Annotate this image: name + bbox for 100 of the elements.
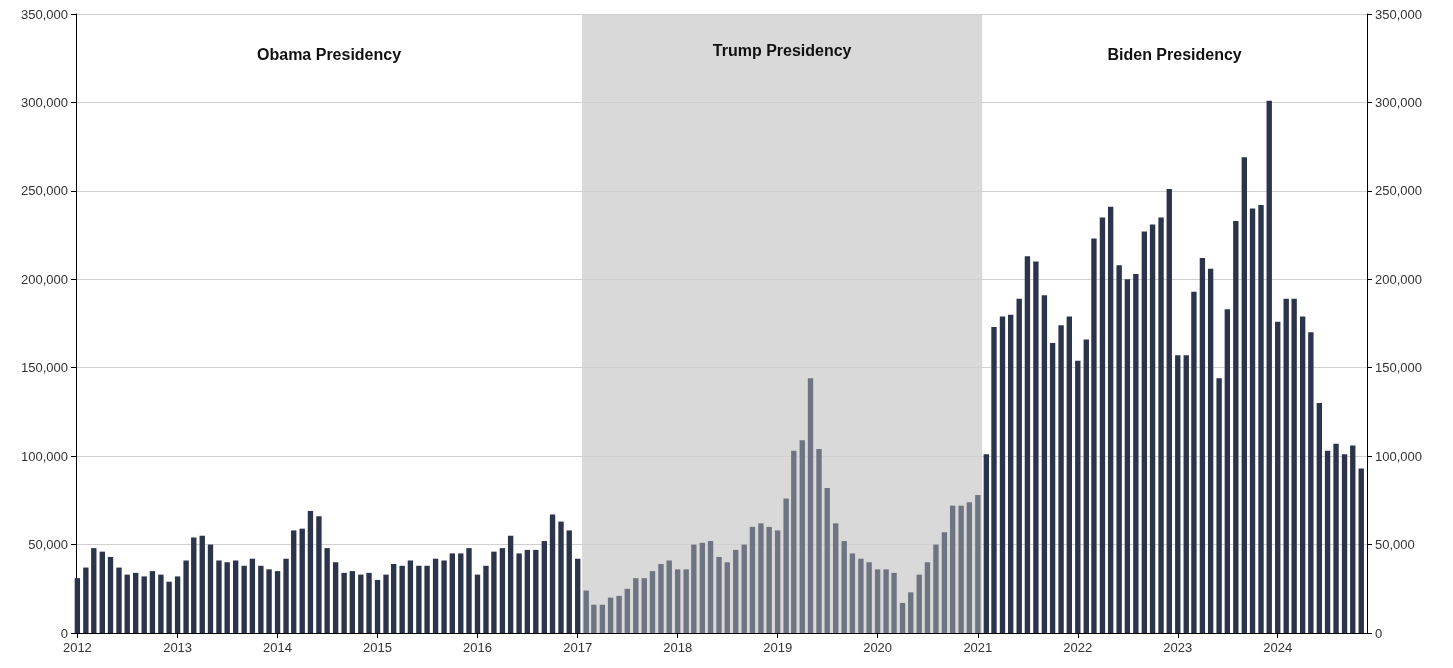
bar [107,556,114,633]
bar [299,528,305,633]
bar [166,581,172,633]
bar [116,567,122,633]
bar [399,565,405,633]
x-tick-label: 2022 [1063,640,1093,655]
bar [141,576,147,633]
bar [1299,316,1306,633]
annotation: Biden Presidency [1107,45,1242,63]
bar [591,604,597,633]
bar [207,544,214,633]
bar [1324,450,1331,633]
bar [999,316,1006,633]
bar [349,571,356,633]
bar [524,549,531,633]
bar [1266,100,1272,633]
bar [924,562,931,633]
bar [949,505,956,633]
x-tick-label: 2018 [663,640,693,655]
bar [216,560,222,633]
bar [324,548,330,633]
bar [407,560,414,633]
bar [1149,224,1156,633]
bar [958,505,964,633]
bar [499,548,506,633]
y-tick-label: 300,000 [21,94,68,110]
bar [1116,265,1122,633]
bar [133,572,139,633]
bar [558,521,564,633]
bar [658,564,664,633]
bar [707,541,714,633]
bar [224,562,230,633]
bar [1224,309,1231,633]
bar [307,510,314,633]
bar [1233,220,1239,633]
bar [516,553,522,633]
bar [774,530,781,633]
bar [841,541,847,633]
bar [816,449,822,633]
bar [1275,321,1281,633]
bar [675,569,681,633]
bar [466,548,472,633]
bar [1183,355,1189,633]
bar [783,498,789,633]
bar [799,440,805,633]
bar [874,569,881,633]
bar [666,560,672,633]
y2-tick-label: 200,000 [1375,271,1422,287]
bar [649,571,656,633]
bar [599,604,606,633]
bar [766,526,772,633]
bar [633,578,639,633]
bar [583,590,589,633]
bar [833,523,839,633]
bar [1107,206,1114,633]
y2-tick-label: 50,000 [1375,537,1415,553]
y-tick-label: 100,000 [21,448,68,464]
bar [174,576,181,633]
bar [432,558,439,633]
y2-tick-label: 100,000 [1375,448,1422,464]
bar [249,558,256,633]
bar [908,592,914,633]
x-tick-label: 2024 [1263,640,1293,655]
bar [1075,360,1081,633]
bar [1283,298,1289,633]
bar [1333,443,1339,633]
y2-tick-label: 300,000 [1375,94,1422,110]
y2-tick-label: 250,000 [1375,183,1422,199]
bar [883,569,889,633]
bar [941,532,948,633]
bar [1249,208,1256,633]
x-tick-label: 2023 [1163,640,1193,655]
bar [1008,314,1014,633]
bar [791,450,797,633]
bar [1158,217,1164,633]
bar [683,569,689,633]
bar [616,595,622,633]
bar [533,549,539,633]
bar [449,553,455,633]
bar [1141,231,1148,633]
annotation: Obama Presidency [257,45,402,63]
bar [549,514,556,633]
bar [724,562,730,633]
x-tick-label: 2016 [463,640,492,655]
bar [716,556,722,633]
bar [899,602,906,633]
bar [1308,332,1314,633]
bar [933,544,939,633]
bar [607,597,614,633]
bar [566,530,572,633]
y-tick-label: 0 [60,625,68,641]
bar [366,572,372,633]
bar [1033,261,1039,633]
bar [1291,298,1297,633]
bar [424,565,430,633]
bar [332,562,339,633]
bar [266,569,272,633]
bar [807,378,814,633]
bar [858,558,864,633]
bar [124,574,130,633]
